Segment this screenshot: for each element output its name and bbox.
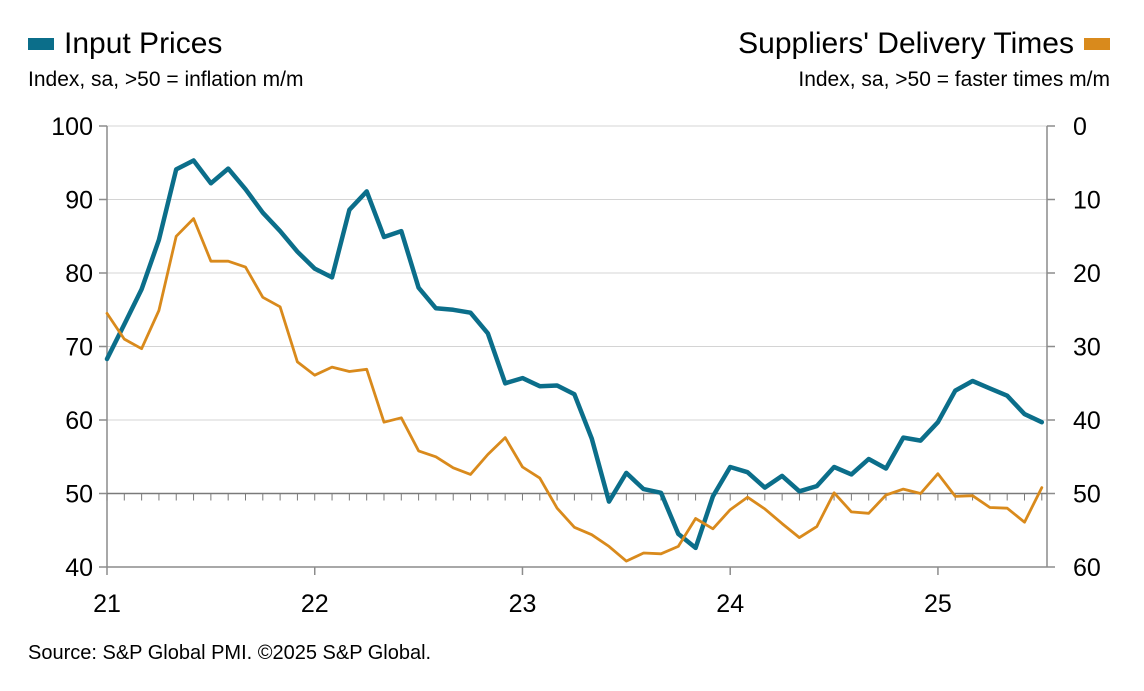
right-tick-label: 60	[1073, 554, 1101, 582]
x-tick-label: 22	[301, 590, 329, 618]
legend-item-input-prices: Input Prices	[28, 26, 303, 62]
legend-label-input-prices: Input Prices	[64, 27, 223, 60]
delivery-times-line	[105, 217, 1044, 563]
left-tick-label: 40	[65, 554, 93, 582]
left-tick-label: 70	[65, 334, 93, 362]
right-tick-label: 40	[1073, 407, 1101, 435]
legend-label-delivery-times: Suppliers' Delivery Times	[738, 27, 1074, 60]
legend-right: Suppliers' Delivery Times Index, sa, >50…	[738, 26, 1110, 94]
legend-left: Input Prices Index, sa, >50 = inflation …	[28, 26, 303, 94]
left-tick-label: 50	[65, 481, 93, 509]
right-tick-label: 20	[1073, 260, 1101, 288]
x-tick-label: 24	[716, 590, 744, 618]
right-axis-subtitle: Index, sa, >50 = faster times m/m	[798, 68, 1110, 91]
left-tick-label: 80	[65, 260, 93, 288]
right-tick-label: 50	[1073, 481, 1101, 509]
x-tick-label: 25	[924, 590, 952, 618]
delivery-times-swatch	[1084, 38, 1110, 50]
x-tick-label: 21	[93, 590, 121, 618]
left-tick-label: 60	[65, 407, 93, 435]
input-prices-swatch	[28, 38, 54, 50]
right-tick-label: 0	[1073, 113, 1087, 141]
left-tick-label: 90	[65, 187, 93, 215]
right-tick-label: 30	[1073, 334, 1101, 362]
legend-item-delivery-times: Suppliers' Delivery Times	[738, 26, 1110, 62]
x-tick-label: 23	[509, 590, 537, 618]
left-axis-subtitle: Index, sa, >50 = inflation m/m	[28, 68, 304, 91]
source-note: Source: S&P Global PMI. ©2025 S&P Global…	[28, 642, 432, 664]
left-tick-label: 100	[51, 113, 93, 141]
input-prices-line	[104, 158, 1045, 551]
right-tick-label: 10	[1073, 187, 1101, 215]
